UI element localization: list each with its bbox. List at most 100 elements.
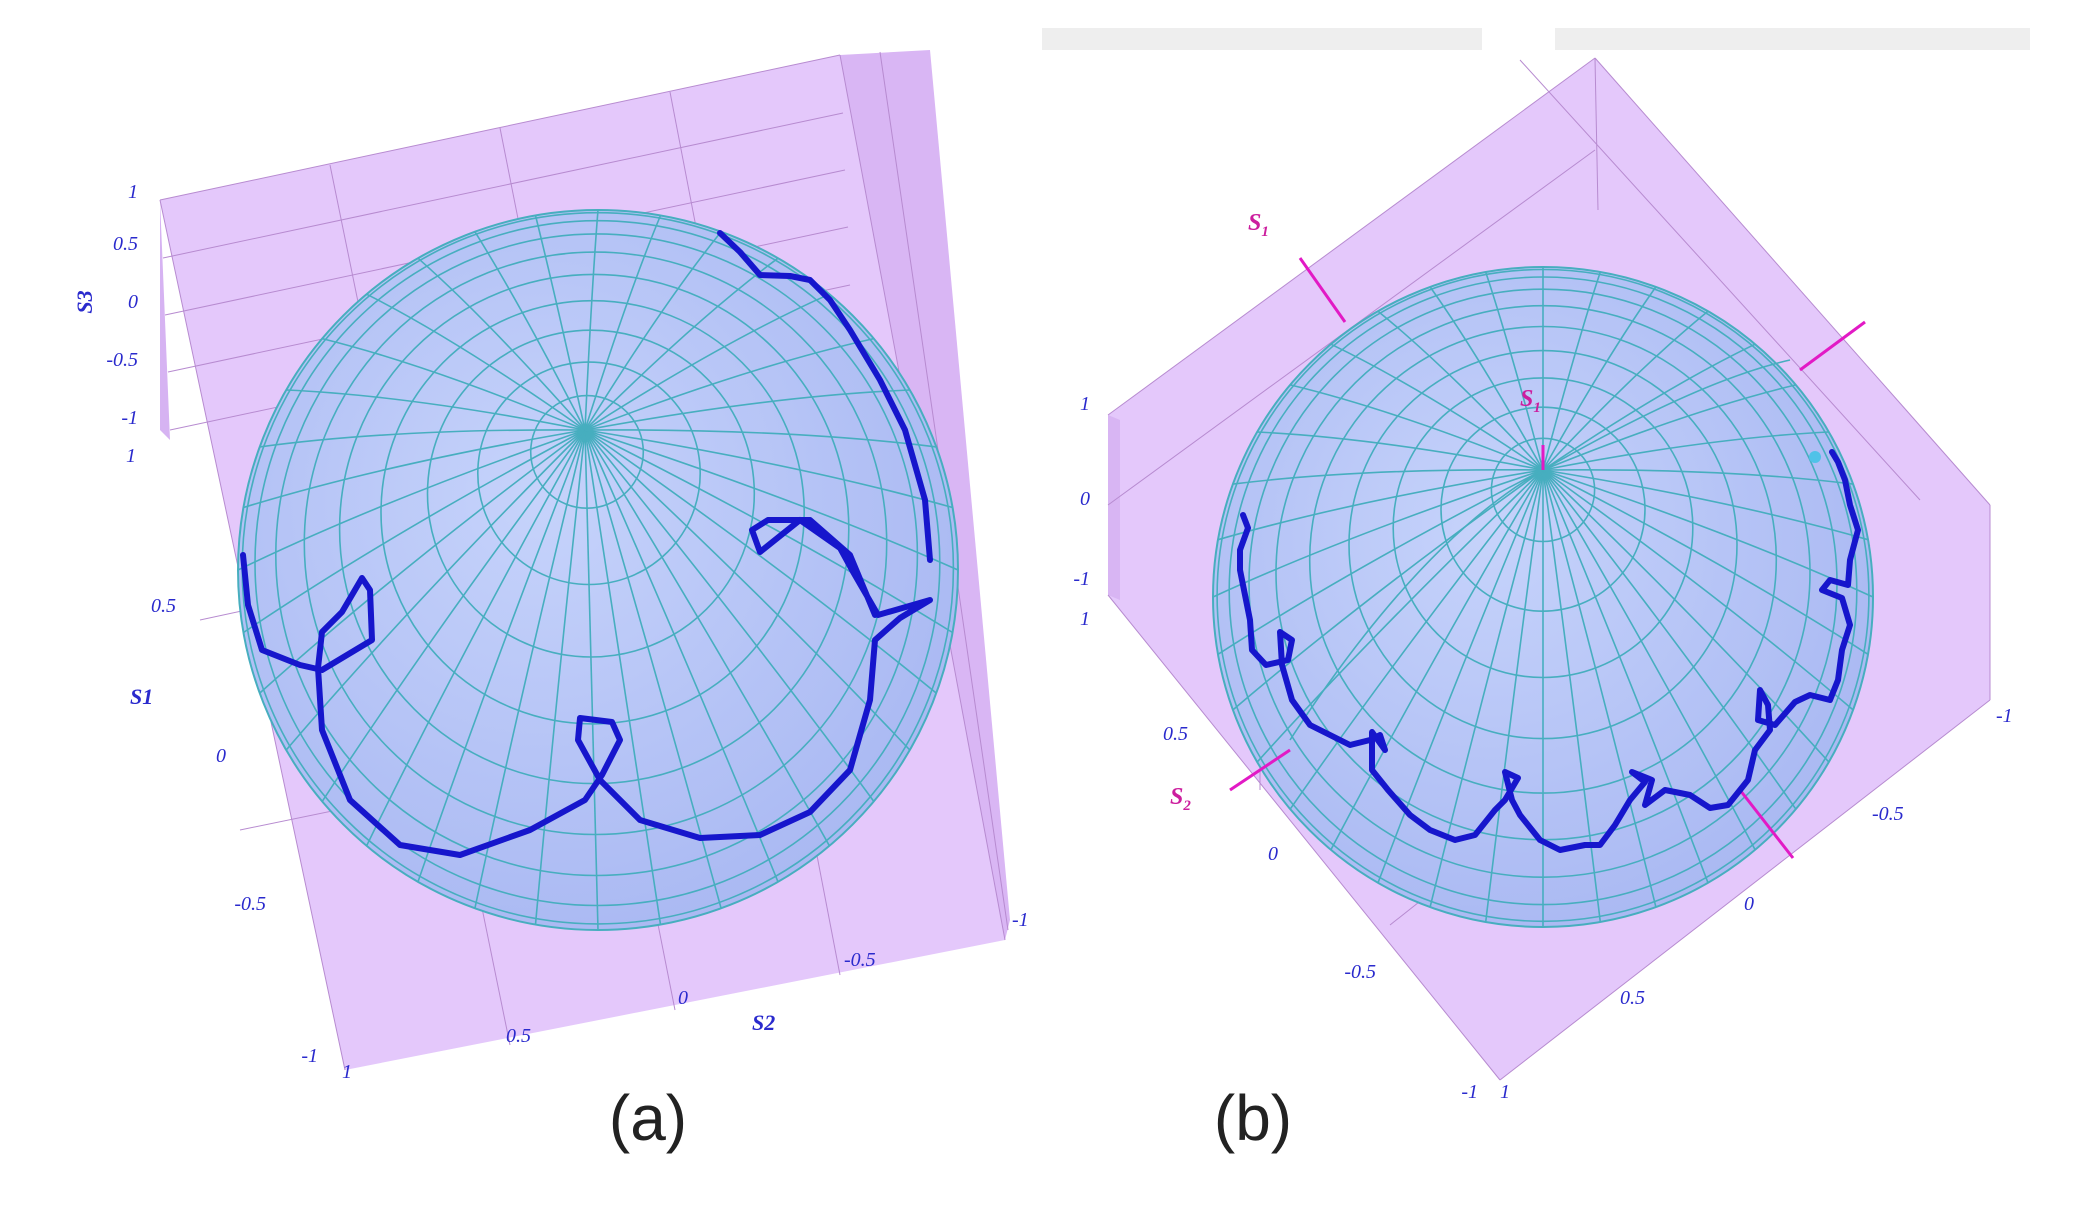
sphere-meridian-line [366, 293, 586, 431]
sphere-meridian-line [1542, 469, 1869, 655]
sphere-meridian-line [534, 215, 586, 431]
b-vertical-tick: 1 [1080, 393, 1090, 415]
a-s2-tick: -1 [1012, 909, 1029, 931]
sphere-meridian-line [286, 389, 586, 431]
sphere-meridian-line [584, 429, 953, 509]
b-bottom-tick: 0 [1744, 893, 1754, 915]
sphere-meridian-line [1542, 431, 1829, 471]
sphere-meridian-line [1542, 469, 1657, 908]
s2-axis-marker [1229, 748, 1291, 792]
sphere-meridian-line [584, 389, 910, 431]
sphere-meridian-line [584, 429, 599, 931]
a-s2-tick: 0.5 [506, 1025, 531, 1047]
a-s1-tick: -0.5 [234, 893, 266, 915]
sphere-meridian-line [1232, 468, 1544, 485]
sphere-meridian-line [237, 429, 586, 571]
sphere-meridian-line [1217, 469, 1544, 655]
panel-b-trajectory-start [1809, 451, 1821, 463]
sphere-meridian-line [1542, 310, 1709, 471]
sphere-meridian-line [584, 429, 911, 751]
a-s1-axis-label: S1 [130, 684, 153, 709]
panel-a: 1 0.5 0 -0.5 -1 S3 1 0.5 0 -0.5 -1 S1 1 … [72, 50, 1029, 1154]
sphere-meridian-line [1484, 271, 1544, 471]
sphere-meridian-line [243, 429, 586, 634]
b-vertical-tick: -1 [1073, 568, 1090, 590]
sphere-meridian-line [1429, 286, 1544, 471]
b-left-tick: -1 [1461, 1081, 1478, 1103]
panel-a-label: (a) [609, 1082, 687, 1154]
a-s3-tick: -1 [121, 407, 138, 429]
sphere-meridian-line [584, 337, 874, 431]
sphere-meridian-line [1542, 384, 1796, 471]
a-s2-axis-label: S2 [752, 1010, 775, 1035]
a-s1-tick: 0 [216, 745, 226, 767]
a-s3-axis-label: S3 [72, 290, 97, 313]
sphere-meridian-line [259, 429, 586, 694]
panel-b: S1 S1 S2 1 0 -1 1 0.5 0 -0.5 -1 1 0.5 0 … [1042, 28, 2030, 1154]
sphere-meridian-line [1232, 469, 1544, 711]
sphere-meridian-line [1289, 469, 1544, 810]
sphere-meridian-line [1542, 469, 1869, 541]
sphere-meridian-line [474, 429, 586, 909]
panel-b-header-strip [1555, 28, 2030, 50]
b-left-tick: 0.5 [1163, 723, 1188, 745]
a-s3-tick: 0.5 [113, 233, 138, 255]
a-s3-tick: 0 [128, 291, 138, 313]
sphere-meridian-line [1330, 469, 1544, 851]
sphere-meridian-line [417, 257, 586, 431]
a-s2-tick: -0.5 [844, 949, 876, 971]
panel-a-top-face [160, 200, 170, 440]
s1-right-axis-marker [1799, 320, 1866, 372]
sphere-meridian-line [1542, 468, 1854, 485]
sphere-meridian-line [1212, 469, 1544, 598]
sphere-meridian-line [1484, 469, 1544, 923]
sphere-meridian-line [1542, 469, 1830, 763]
sphere-meridian-line [1542, 469, 1854, 711]
sphere-meridian-line [1330, 343, 1544, 471]
a-s1-tick: 1 [126, 445, 136, 467]
b-left-tick: 0 [1268, 843, 1278, 865]
sphere-meridian-line [1290, 384, 1544, 471]
sphere-meridian-line [1217, 469, 1544, 541]
panel-b-header-strip [1042, 28, 1482, 50]
sphere-meridian-line [259, 429, 586, 448]
sphere-meridian-line [474, 231, 586, 431]
sphere-meridian-line [1542, 286, 1657, 471]
s2-label: S2 [1170, 784, 1191, 814]
b-vertical-tick: 0 [1080, 488, 1090, 510]
sphere-meridian-line [243, 429, 586, 509]
a-s3-tick: 1 [128, 181, 138, 203]
panel-b-vertical-face [1108, 415, 1120, 600]
b-bottom-tick: -0.5 [1872, 803, 1904, 825]
a-s1-tick: 0.5 [151, 595, 176, 617]
sphere-meridian-line [1377, 469, 1544, 884]
sphere-meridian-line [1542, 469, 1602, 923]
sphere-meridian-line [584, 429, 662, 925]
sphere-meridian-line [1542, 469, 1709, 884]
panel-b-trajectory [1237, 449, 1861, 853]
b-left-tick: 1 [1080, 608, 1090, 630]
sphere-meridian-line [417, 429, 586, 883]
s2-bottom-axis-marker [1738, 789, 1795, 859]
sphere-meridian-line [584, 429, 722, 909]
sphere-meridian-line [584, 429, 937, 694]
a-s3-tick: -0.5 [106, 349, 138, 371]
sphere-meridian-line [1542, 469, 1797, 810]
sphere-meridian-line [322, 337, 586, 431]
sphere-meridian-line [584, 293, 830, 431]
a-s2-tick: 1 [342, 1061, 352, 1083]
sphere-meridian-line [1542, 343, 1756, 471]
sphere-meridian-line [365, 429, 586, 847]
sphere-meridian-line [534, 429, 586, 925]
sphere-meridian-line [584, 429, 875, 802]
panel-a-trajectory [240, 230, 933, 858]
s1-top-label: S1 [1248, 210, 1269, 240]
b-bottom-tick: -1 [1996, 705, 2013, 727]
sphere-meridian-line [584, 429, 959, 571]
b-bottom-tick: 0.5 [1620, 987, 1645, 1009]
panel-b-sphere-mesh [1212, 267, 1874, 927]
sphere-meridian-line [584, 429, 831, 847]
sphere-meridian-line [584, 231, 722, 431]
sphere-meridian-line [584, 429, 937, 448]
